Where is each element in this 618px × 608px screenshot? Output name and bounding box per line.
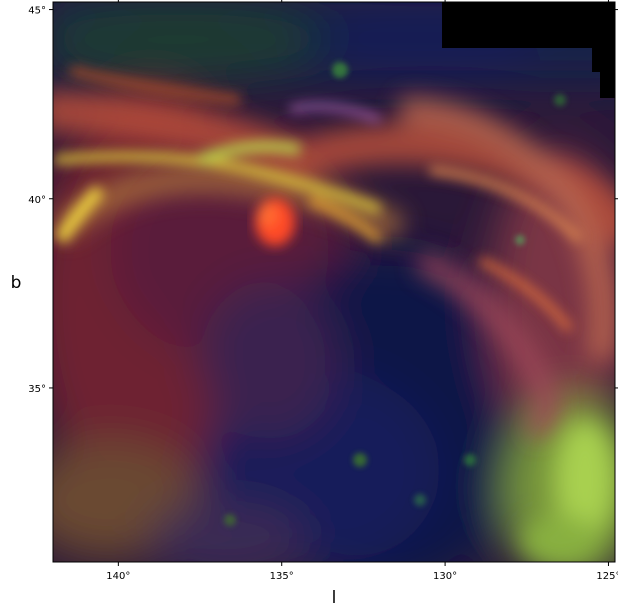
plot-frame — [52, 1, 616, 563]
x-tick-label: 130° — [433, 571, 457, 582]
x-tick-label: 140° — [106, 571, 130, 582]
y-tick-label: 35° — [28, 384, 46, 395]
x-tick-label: 125° — [596, 571, 618, 582]
y-tick-label: 45° — [28, 6, 46, 17]
x-axis-label: l — [332, 588, 337, 608]
x-tick-label: 135° — [270, 571, 294, 582]
y-axis-label: b — [11, 273, 22, 293]
y-tick-label: 40° — [28, 195, 46, 206]
axis-ticks: 140° 135° 130° 125° 45° 40° 35° — [28, 0, 618, 582]
no-data-region — [442, 2, 615, 98]
rgb-composite-image — [53, 2, 615, 562]
